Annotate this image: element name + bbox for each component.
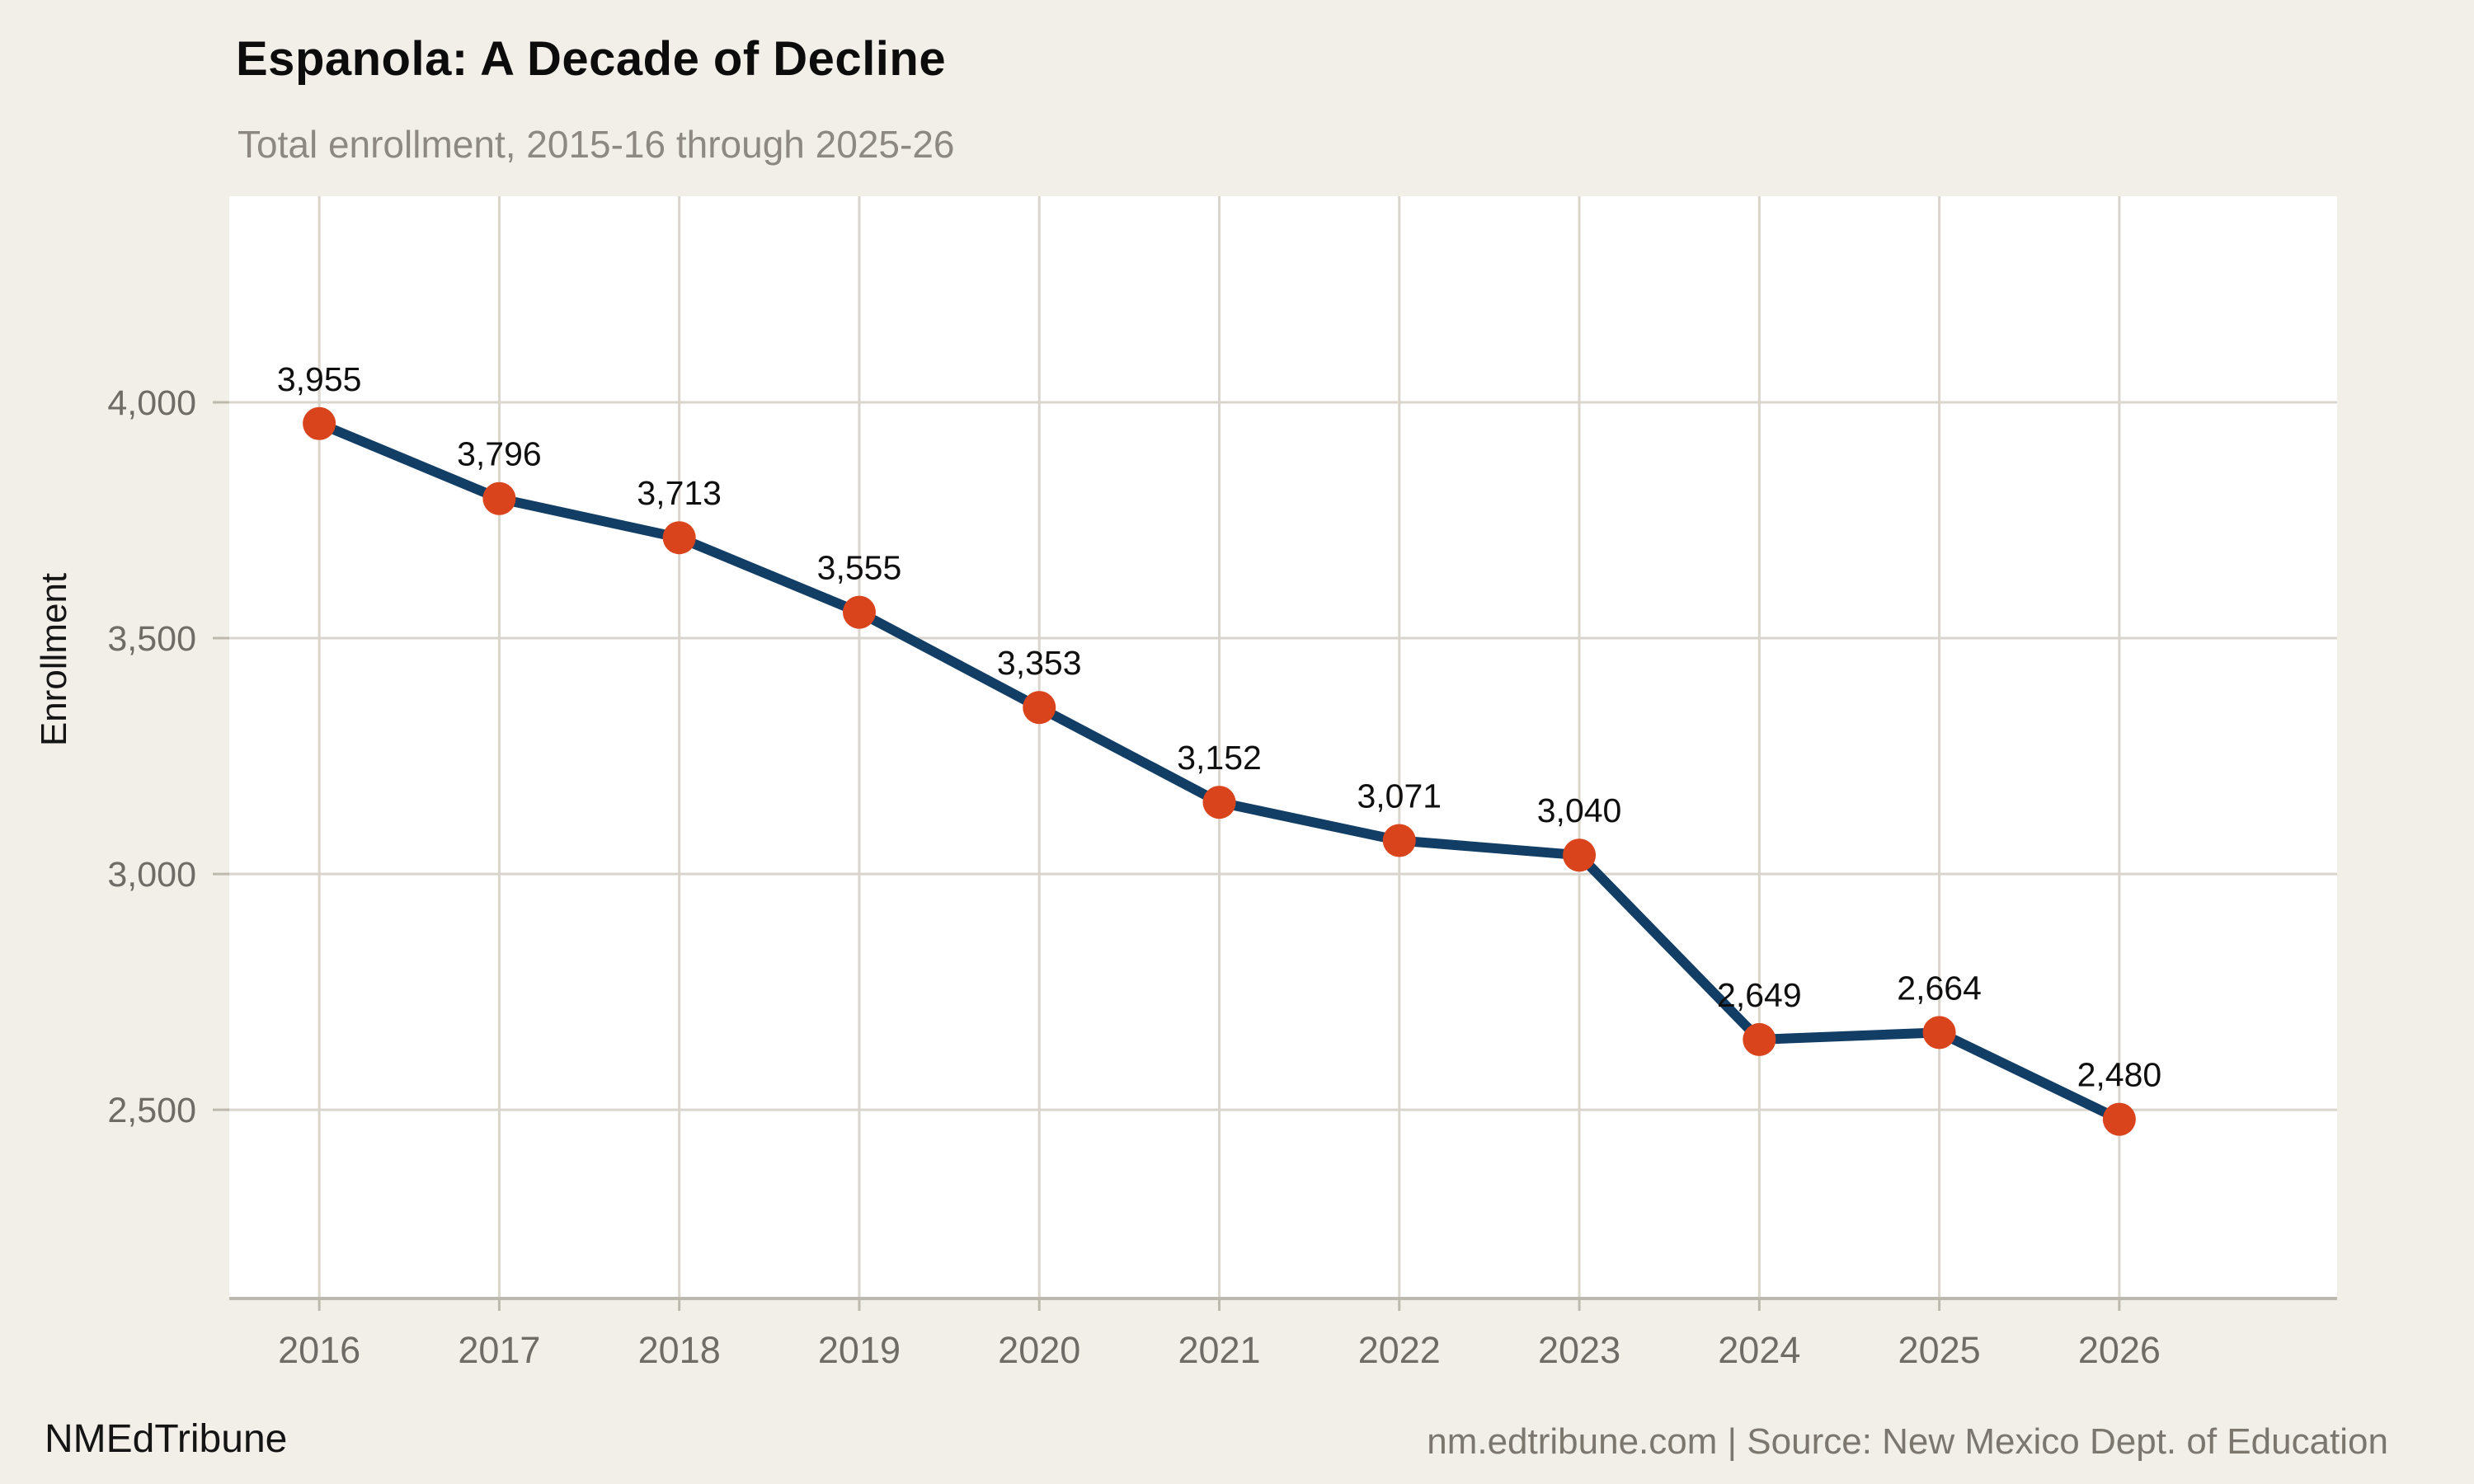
x-tick-label: 2026 [2078, 1329, 2161, 1371]
data-point-label: 3,796 [457, 435, 542, 473]
y-tick-label: 3,000 [107, 855, 196, 895]
chart-title: Espanola: A Decade of Decline [236, 32, 947, 86]
data-point-label: 2,664 [1897, 969, 1982, 1007]
data-point-label: 3,955 [277, 360, 362, 398]
data-point [842, 595, 876, 629]
chart-subtitle: Total enrollment, 2015-16 through 2025-2… [238, 123, 955, 166]
x-tick-label: 2024 [1718, 1329, 1800, 1371]
data-point [662, 521, 696, 555]
y-tick-label: 2,500 [107, 1091, 196, 1130]
plot-area [229, 196, 2337, 1298]
footer-source-attribution: nm.edtribune.com | Source: New Mexico De… [1427, 1421, 2388, 1462]
x-tick-label: 2025 [1898, 1329, 1981, 1371]
data-point [303, 406, 336, 440]
data-point-label: 3,040 [1537, 791, 1622, 829]
data-point [482, 481, 516, 515]
x-tick-label: 2017 [458, 1329, 540, 1371]
y-tick-label: 4,000 [107, 383, 196, 423]
x-tick-label: 2018 [638, 1329, 721, 1371]
data-point [1382, 824, 1416, 857]
data-point-label: 3,555 [817, 549, 902, 587]
data-point [1023, 691, 1056, 725]
data-point [1202, 786, 1236, 819]
data-point-label: 3,353 [997, 644, 1082, 682]
data-point [1922, 1016, 1956, 1050]
y-axis-title: Enrollment [34, 573, 74, 746]
y-tick-label: 3,500 [107, 619, 196, 659]
data-point-label: 2,480 [2077, 1056, 2162, 1094]
x-tick-label: 2023 [1538, 1329, 1620, 1371]
data-point-label: 3,152 [1177, 739, 1262, 777]
data-point [1563, 838, 1597, 872]
data-point-label: 3,713 [637, 474, 722, 512]
x-tick-label: 2019 [818, 1329, 901, 1371]
x-tick-label: 2016 [278, 1329, 360, 1371]
data-point [2102, 1102, 2136, 1136]
x-tick-label: 2022 [1358, 1329, 1441, 1371]
data-point-label: 3,071 [1357, 777, 1442, 815]
data-point-label: 2,649 [1717, 976, 1802, 1014]
x-tick-label: 2020 [998, 1329, 1080, 1371]
x-tick-label: 2021 [1178, 1329, 1260, 1371]
data-point [1743, 1022, 1776, 1056]
footer-brand: NMEdTribune [45, 1417, 288, 1461]
